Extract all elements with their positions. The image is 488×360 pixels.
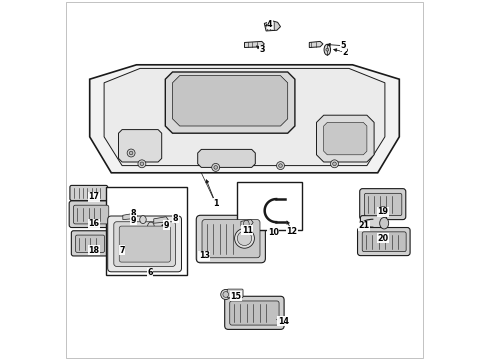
Ellipse shape — [330, 160, 338, 168]
Ellipse shape — [223, 292, 228, 297]
Ellipse shape — [325, 48, 328, 51]
Ellipse shape — [324, 44, 330, 55]
FancyBboxPatch shape — [76, 235, 104, 252]
Text: 1: 1 — [212, 199, 218, 208]
FancyBboxPatch shape — [202, 220, 260, 258]
Polygon shape — [153, 217, 168, 223]
Polygon shape — [165, 72, 294, 133]
Text: 18: 18 — [88, 246, 100, 255]
Ellipse shape — [379, 206, 386, 213]
Text: 14: 14 — [277, 317, 288, 325]
Text: 17: 17 — [88, 192, 100, 202]
Polygon shape — [122, 213, 137, 220]
FancyBboxPatch shape — [73, 205, 108, 224]
Text: 19: 19 — [377, 207, 388, 216]
Text: 20: 20 — [377, 234, 388, 243]
Text: 9: 9 — [131, 216, 136, 225]
Ellipse shape — [276, 162, 284, 170]
Text: 8: 8 — [172, 214, 178, 223]
Ellipse shape — [379, 217, 388, 229]
Ellipse shape — [243, 220, 249, 228]
Polygon shape — [244, 41, 264, 48]
Ellipse shape — [332, 162, 336, 166]
Text: 21: 21 — [358, 221, 369, 230]
Polygon shape — [323, 122, 366, 155]
Text: 5: 5 — [340, 41, 346, 50]
Polygon shape — [89, 65, 399, 173]
Bar — [106, 187, 186, 275]
Ellipse shape — [114, 237, 121, 247]
Text: 10: 10 — [267, 228, 278, 237]
Text: 6: 6 — [147, 269, 153, 277]
Ellipse shape — [147, 222, 154, 230]
FancyBboxPatch shape — [357, 228, 409, 256]
FancyBboxPatch shape — [70, 185, 107, 201]
FancyBboxPatch shape — [69, 201, 112, 228]
Ellipse shape — [116, 240, 119, 243]
Polygon shape — [104, 68, 384, 166]
FancyBboxPatch shape — [114, 222, 175, 266]
Ellipse shape — [211, 163, 219, 171]
Text: 8: 8 — [131, 209, 136, 217]
Ellipse shape — [278, 164, 282, 167]
FancyBboxPatch shape — [362, 232, 406, 252]
Ellipse shape — [138, 160, 145, 168]
FancyBboxPatch shape — [359, 189, 405, 220]
Polygon shape — [264, 21, 280, 31]
Text: 13: 13 — [198, 251, 209, 260]
Ellipse shape — [140, 216, 146, 224]
Ellipse shape — [220, 289, 230, 300]
FancyBboxPatch shape — [227, 289, 243, 298]
Text: 2: 2 — [342, 48, 347, 57]
Text: 9: 9 — [163, 220, 169, 230]
FancyBboxPatch shape — [196, 215, 265, 263]
FancyBboxPatch shape — [107, 216, 181, 272]
FancyBboxPatch shape — [229, 301, 279, 325]
Ellipse shape — [213, 166, 217, 169]
FancyBboxPatch shape — [360, 216, 386, 231]
Text: 11: 11 — [242, 226, 252, 235]
Polygon shape — [316, 115, 373, 162]
Polygon shape — [197, 149, 255, 167]
Ellipse shape — [140, 162, 143, 166]
Ellipse shape — [129, 151, 133, 155]
Polygon shape — [241, 220, 253, 226]
Text: 15: 15 — [230, 292, 241, 301]
FancyBboxPatch shape — [224, 296, 284, 329]
Text: 12: 12 — [286, 227, 297, 236]
Ellipse shape — [237, 231, 251, 246]
FancyBboxPatch shape — [119, 226, 170, 262]
FancyBboxPatch shape — [364, 193, 401, 216]
Text: 7: 7 — [119, 246, 124, 255]
Text: 3: 3 — [259, 45, 264, 54]
Ellipse shape — [127, 149, 135, 157]
Text: 4: 4 — [266, 20, 272, 29]
Ellipse shape — [234, 229, 254, 248]
Polygon shape — [172, 76, 287, 126]
Polygon shape — [118, 130, 162, 162]
Bar — [237, 182, 302, 230]
Polygon shape — [309, 41, 322, 48]
FancyBboxPatch shape — [71, 231, 108, 256]
Text: 16: 16 — [88, 220, 100, 229]
